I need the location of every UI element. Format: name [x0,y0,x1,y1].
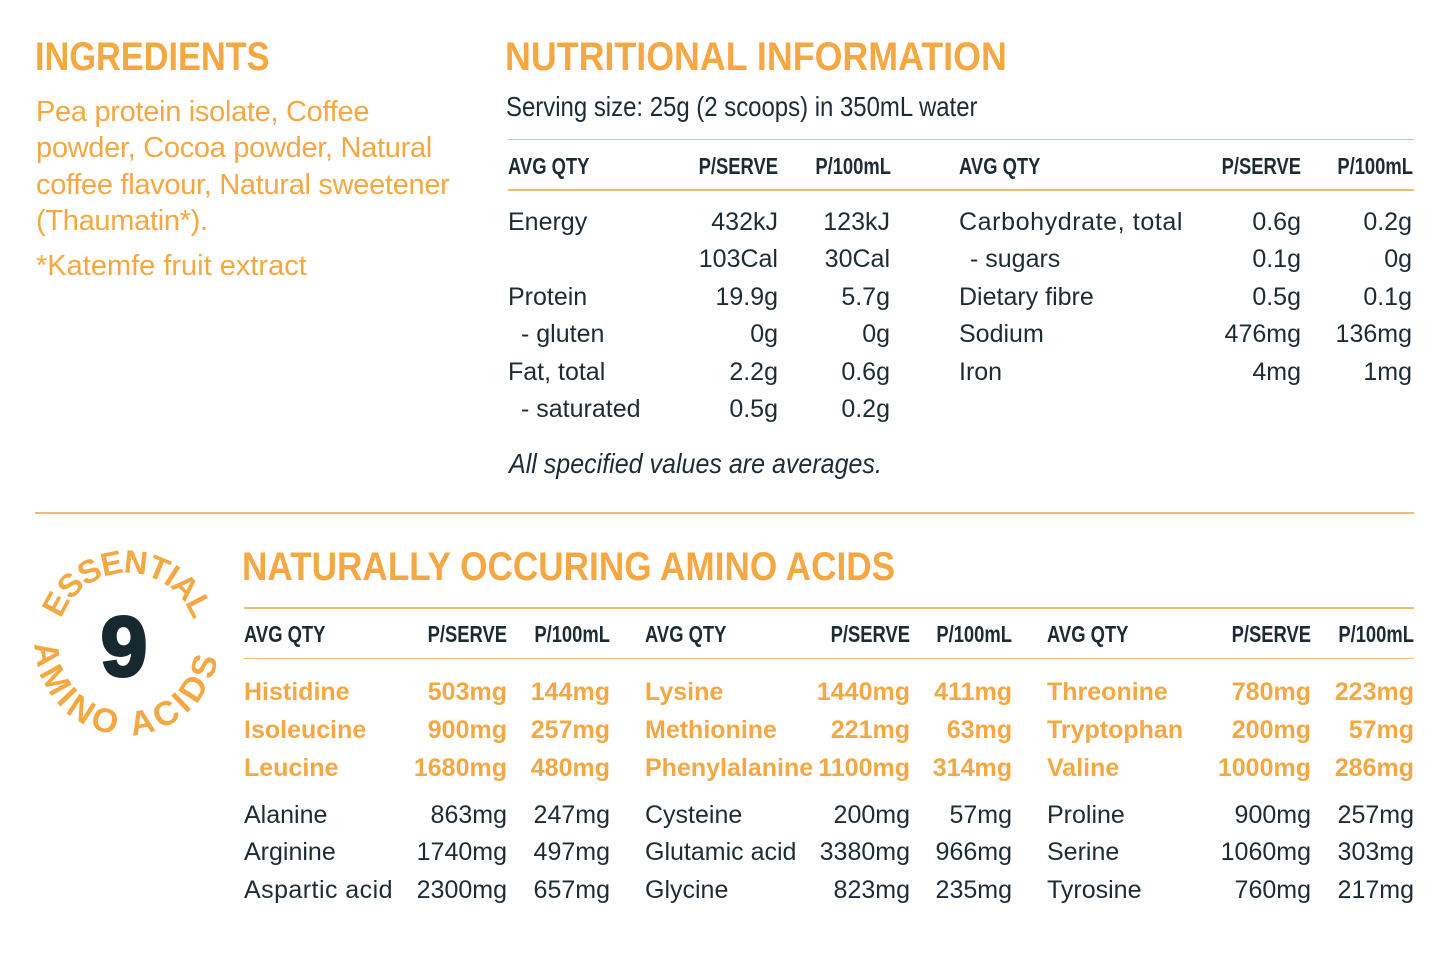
svg-text:9: 9 [101,599,148,693]
